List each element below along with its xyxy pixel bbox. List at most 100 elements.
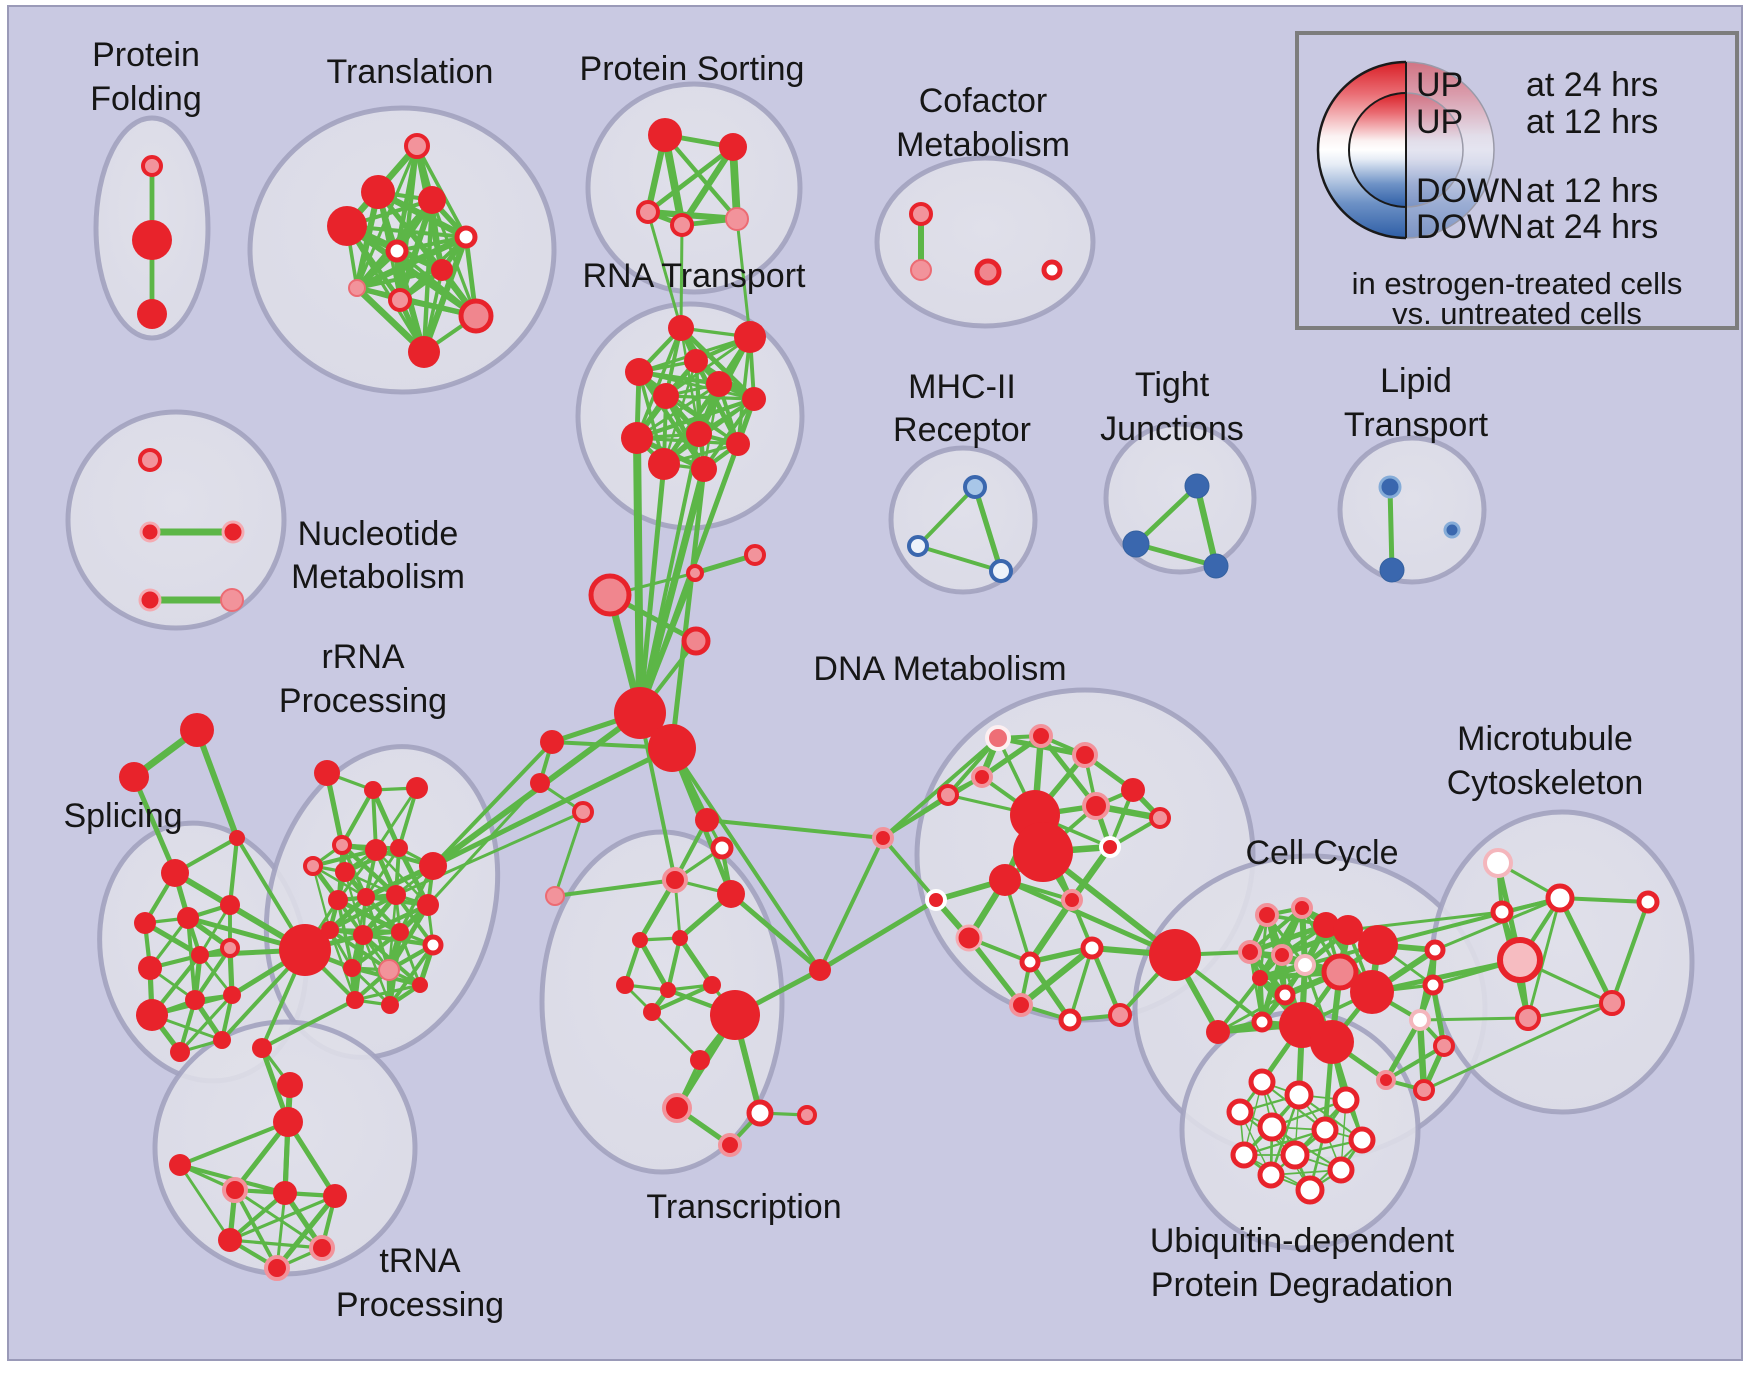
node-ring_whitepink	[1483, 848, 1513, 878]
cluster-label-transcription: Transcription	[646, 1188, 841, 1226]
node-ring_pink	[572, 801, 594, 823]
cluster-label-translation: Translation	[327, 53, 494, 91]
node-ring_white	[1257, 1161, 1285, 1189]
node-red	[279, 924, 331, 976]
node-red	[321, 921, 339, 939]
node-red	[734, 321, 766, 353]
legend-entry-direction-0: UP	[1416, 66, 1463, 104]
edge	[1376, 896, 1562, 947]
node-ring_white	[1257, 1112, 1287, 1142]
node-pink_ringred	[1029, 724, 1053, 748]
edge	[1369, 957, 1523, 995]
node-red	[390, 839, 408, 857]
node-red	[419, 852, 447, 880]
node-ring_white	[1490, 900, 1514, 924]
edge	[635, 326, 683, 440]
edge	[638, 711, 677, 882]
node-red	[719, 133, 747, 161]
node-red	[1313, 912, 1339, 938]
node-red	[703, 976, 721, 994]
edge	[274, 1193, 338, 1271]
legend-fade-half	[1406, 62, 1494, 238]
node-pink	[220, 588, 244, 612]
node-red	[616, 976, 634, 994]
node-red	[1206, 1020, 1230, 1044]
node-red	[1121, 778, 1145, 802]
legend-entry-time-2: at 12 hrs	[1526, 172, 1658, 210]
edge	[818, 836, 885, 972]
legend-entry-direction-1: UP	[1416, 103, 1463, 141]
node-red	[686, 421, 712, 447]
node-pink_ringred	[1072, 742, 1098, 768]
node-red	[418, 186, 446, 214]
edge	[194, 727, 240, 841]
cluster-label-lipid-transport: Lipid	[1380, 362, 1452, 400]
cluster-label-microtubule-cytoskeleton: Cytoskeleton	[1447, 764, 1644, 802]
cluster-label-lipid-transport: Transport	[1344, 406, 1489, 444]
edge	[1383, 1017, 1423, 1083]
node-red	[136, 999, 168, 1031]
node-red	[132, 220, 172, 260]
edge	[670, 746, 822, 972]
edge	[634, 396, 757, 441]
node-pink	[545, 886, 565, 906]
node-ring_white	[1280, 1140, 1310, 1170]
node-red	[386, 885, 406, 905]
node-ring_white	[1311, 1116, 1339, 1144]
legend-box	[1295, 31, 1739, 330]
node-red	[1013, 822, 1073, 882]
node-red	[191, 946, 209, 964]
legend-caption-line-1: vs. untreated cells	[1392, 296, 1642, 331]
edge	[1526, 896, 1562, 1020]
node-ring_white	[1348, 1126, 1376, 1154]
node-ring_pink	[332, 835, 352, 855]
edge	[669, 466, 707, 751]
edge	[881, 775, 984, 840]
edge	[553, 878, 677, 898]
edge	[633, 434, 644, 717]
legend-inner-arc-left	[1348, 92, 1407, 208]
edge	[553, 810, 585, 898]
node-ring_white	[1019, 951, 1041, 973]
node-halo_white	[985, 725, 1011, 751]
edge	[374, 786, 419, 852]
node-ring_pink	[1108, 1003, 1132, 1027]
node-red	[632, 932, 648, 948]
node-pink_ringred	[662, 867, 688, 893]
node-red	[323, 1184, 347, 1208]
node-red	[625, 358, 653, 386]
node-red	[710, 990, 760, 1040]
edge	[678, 325, 757, 402]
edge	[663, 393, 707, 472]
node-red	[1310, 1020, 1354, 1064]
legend-entry-time-0: at 24 hrs	[1526, 66, 1658, 104]
node-red	[365, 839, 387, 861]
cluster-label-rna-transport: RNA Transport	[583, 257, 807, 295]
edge	[645, 144, 736, 215]
edge	[192, 945, 233, 1003]
edge	[1557, 895, 1615, 1006]
node-red	[161, 859, 189, 887]
node-red	[229, 830, 245, 846]
node-red_halo	[138, 588, 162, 612]
node-ring_pink	[404, 133, 430, 159]
cluster-ellipse-nucleotide-metabolism	[65, 409, 287, 631]
node-red	[643, 1003, 661, 1021]
edge	[1558, 896, 1650, 904]
edge	[131, 774, 178, 876]
node-red_halo	[139, 521, 161, 543]
cluster-label-protein-sorting: Protein Sorting	[580, 50, 805, 88]
node-blue_halo	[1378, 475, 1402, 499]
edge	[370, 787, 402, 851]
edge	[817, 897, 939, 973]
legend-inner-arc-right	[1405, 92, 1464, 208]
node-red	[668, 315, 694, 341]
edge	[1193, 482, 1220, 570]
edge	[1133, 541, 1219, 569]
edge	[662, 132, 740, 222]
edge	[1609, 899, 1651, 1006]
edge	[420, 233, 470, 356]
edge	[705, 818, 885, 840]
node-pink_ringred	[971, 766, 993, 788]
